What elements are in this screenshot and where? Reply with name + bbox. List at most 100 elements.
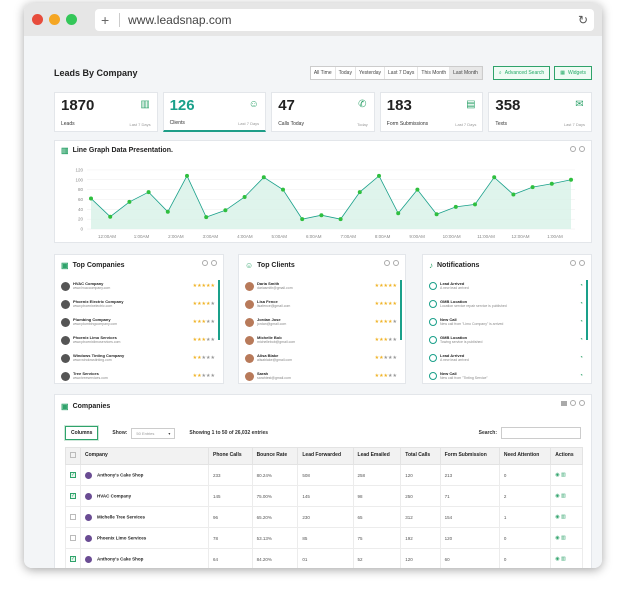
- row-select-cell[interactable]: ✓: [65, 464, 81, 486]
- list-item[interactable]: Lead Arrived A new lead arrived ◔: [429, 277, 583, 295]
- delete-icon[interactable]: ▥: [561, 556, 566, 562]
- address-bar[interactable]: + www.leadsnap.com ↻: [94, 8, 595, 31]
- search-input[interactable]: [501, 427, 581, 439]
- table-row[interactable]: Phoenix Limo Services 78 53.13% 85 75 192 120 0…: [65, 527, 583, 549]
- company-cell[interactable]: Anthony's Cake Shop: [80, 548, 209, 568]
- list-item[interactable]: Windows Tinting Company www.windowstintin…: [61, 349, 215, 367]
- list-icon[interactable]: [561, 401, 567, 406]
- list-item[interactable]: Plumbing Company www.plumbingcompany.com ★…: [61, 313, 215, 331]
- collapse-icon[interactable]: [393, 260, 399, 266]
- col-lead-emailed[interactable]: Lead Emailed: [352, 447, 402, 465]
- notification-action-icon[interactable]: ◔: [579, 355, 583, 361]
- delete-icon[interactable]: ▥: [561, 514, 566, 520]
- company-cell[interactable]: HVAC Company: [80, 485, 209, 507]
- range-today[interactable]: Today: [336, 67, 356, 79]
- settings-icon[interactable]: [570, 400, 576, 406]
- list-item[interactable]: Daria Smith dariasmith@gmail.com ★★★★★: [245, 277, 397, 295]
- col-lead-forwarded[interactable]: Lead Forwarded: [297, 447, 354, 465]
- list-item[interactable]: GMB Location Towing service is published ◔: [429, 331, 583, 349]
- range-this-month[interactable]: This Month: [418, 67, 451, 79]
- stat-card-form-submissions[interactable]: 183 ▤ Form Submissions Last 7 Days: [379, 92, 484, 132]
- col-total-calls[interactable]: Total Calls: [400, 447, 441, 465]
- advanced-search-button[interactable]: ⌕ Advanced Search: [492, 66, 551, 80]
- range-last-7-days[interactable]: Last 7 Days: [385, 67, 419, 79]
- col-form-submission[interactable]: Form Submission: [439, 447, 500, 465]
- view-icon[interactable]: ◉: [555, 514, 562, 520]
- collapse-icon[interactable]: [579, 146, 585, 152]
- settings-icon[interactable]: [202, 260, 208, 266]
- widgets-button[interactable]: ▦ Widgets: [554, 66, 592, 80]
- list-item[interactable]: Tree Services www.treeservices.com ★★★★★: [61, 367, 215, 385]
- stat-card-calls-today[interactable]: 47 ✆ Calls Today Today: [271, 92, 375, 132]
- list-item[interactable]: New Call New call from "Limo Company" is …: [429, 313, 583, 331]
- col-need-attention[interactable]: Need Attention: [498, 447, 552, 465]
- delete-icon[interactable]: ▥: [561, 472, 566, 478]
- list-item[interactable]: Alisa Blake alisablake@gmail.com ★★★★★: [245, 349, 397, 367]
- col-bounce-rate[interactable]: Bounce Rate: [251, 447, 299, 465]
- row-select-cell[interactable]: ✓: [65, 485, 81, 507]
- collapse-icon[interactable]: [579, 260, 585, 266]
- list-item[interactable]: GMB Location Location service repair serv…: [429, 295, 583, 313]
- range-last-month[interactable]: Last Month: [450, 67, 482, 79]
- stat-card-clients[interactable]: 126 ☺ Clients Last 7 Days: [162, 92, 267, 132]
- columns-button[interactable]: Columns: [65, 426, 99, 440]
- list-item[interactable]: Lisa Fence lisafence@gmail.com ★★★★★: [245, 295, 397, 313]
- select-all-header[interactable]: [65, 447, 81, 465]
- row-checkbox[interactable]: ✓: [70, 472, 76, 478]
- list-item[interactable]: Jordan Jose jordan@gmail.com ★★★★★: [245, 313, 397, 331]
- row-checkbox[interactable]: ✓: [70, 556, 76, 562]
- close-window-button[interactable]: [32, 14, 43, 25]
- list-item[interactable]: Phoenix Electric Company www.phoenixelect…: [61, 295, 215, 313]
- scrollbar[interactable]: [218, 280, 220, 340]
- select-all-checkbox[interactable]: [70, 451, 76, 458]
- view-icon[interactable]: ◉: [555, 535, 562, 541]
- table-row[interactable]: ✓ Anthony's Cake Shop 233 80.24% 508 258 120 21…: [65, 464, 583, 486]
- row-checkbox[interactable]: [70, 513, 76, 520]
- view-icon[interactable]: ◉: [555, 556, 562, 562]
- list-item[interactable]: Lead Arrived A new lead arrived ◔: [429, 349, 583, 367]
- table-row[interactable]: ✓ HVAC Company 145 75.00% 145 98 250 71 2 ◉ ▥: [65, 485, 583, 507]
- col-company[interactable]: Company: [80, 447, 209, 465]
- list-item[interactable]: Michelle Bob michellebob@gmail.com ★★★★★: [245, 331, 397, 349]
- range-yesterday[interactable]: Yesterday: [356, 67, 386, 79]
- reload-icon[interactable]: ↻: [577, 12, 589, 27]
- scrollbar[interactable]: [400, 280, 402, 340]
- table-row[interactable]: Michelle Tree Services 96 65.20% 230 65 312 15…: [65, 506, 583, 528]
- view-icon[interactable]: ◉: [555, 493, 562, 499]
- settings-icon[interactable]: [384, 260, 390, 266]
- collapse-icon[interactable]: [211, 260, 217, 266]
- entries-select[interactable]: 50 Entries ▾: [131, 427, 176, 439]
- view-icon[interactable]: ◉: [555, 472, 562, 478]
- company-cell[interactable]: Phoenix Limo Services: [80, 527, 209, 549]
- row-select-cell[interactable]: [65, 527, 81, 549]
- company-cell[interactable]: Anthony's Cake Shop: [80, 464, 209, 486]
- scrollbar[interactable]: [586, 280, 588, 340]
- notification-action-icon[interactable]: ◔: [579, 283, 583, 289]
- list-item[interactable]: HVAC Company www.hvaccompany.com ★★★★★: [61, 277, 215, 295]
- col-phone-calls[interactable]: Phone Calls: [208, 447, 253, 465]
- row-select-cell[interactable]: [65, 506, 81, 528]
- url-text[interactable]: www.leadsnap.com: [128, 12, 232, 27]
- notification-action-icon[interactable]: ◔: [579, 301, 583, 307]
- new-tab-icon[interactable]: +: [100, 11, 110, 28]
- settings-icon[interactable]: [570, 146, 576, 152]
- row-checkbox[interactable]: ✓: [70, 493, 76, 499]
- settings-icon[interactable]: [570, 260, 576, 266]
- list-item[interactable]: New Call New call from "Tinting Service" ◔: [429, 367, 583, 385]
- delete-icon[interactable]: ▥: [561, 535, 566, 541]
- notification-action-icon[interactable]: ◔: [579, 319, 583, 325]
- minimize-window-button[interactable]: [48, 14, 60, 25]
- maximize-window-button[interactable]: [65, 14, 77, 25]
- stat-card-leads[interactable]: 1870 ▥ Leads Last 7 Days: [54, 92, 158, 132]
- collapse-icon[interactable]: [579, 400, 585, 406]
- list-item[interactable]: Phoenix Limo Services www.phoenixlimoserv…: [61, 331, 215, 349]
- company-cell[interactable]: Michelle Tree Services: [80, 506, 209, 528]
- notification-action-icon[interactable]: ◔: [579, 337, 583, 343]
- list-item[interactable]: Sarah sarahtest@gmail.com ★★★★★: [245, 367, 397, 385]
- stat-card-texts[interactable]: 358 ✉ Texts Last 7 Days: [488, 92, 592, 132]
- delete-icon[interactable]: ▥: [561, 493, 566, 499]
- table-row[interactable]: ✓ Anthony's Cake Shop 64 84.20% 01 52 120 60 0 ◉ …: [65, 548, 583, 568]
- range-all-time[interactable]: All Time: [311, 67, 336, 79]
- notification-action-icon[interactable]: ◔: [579, 373, 583, 379]
- row-checkbox[interactable]: [70, 534, 76, 541]
